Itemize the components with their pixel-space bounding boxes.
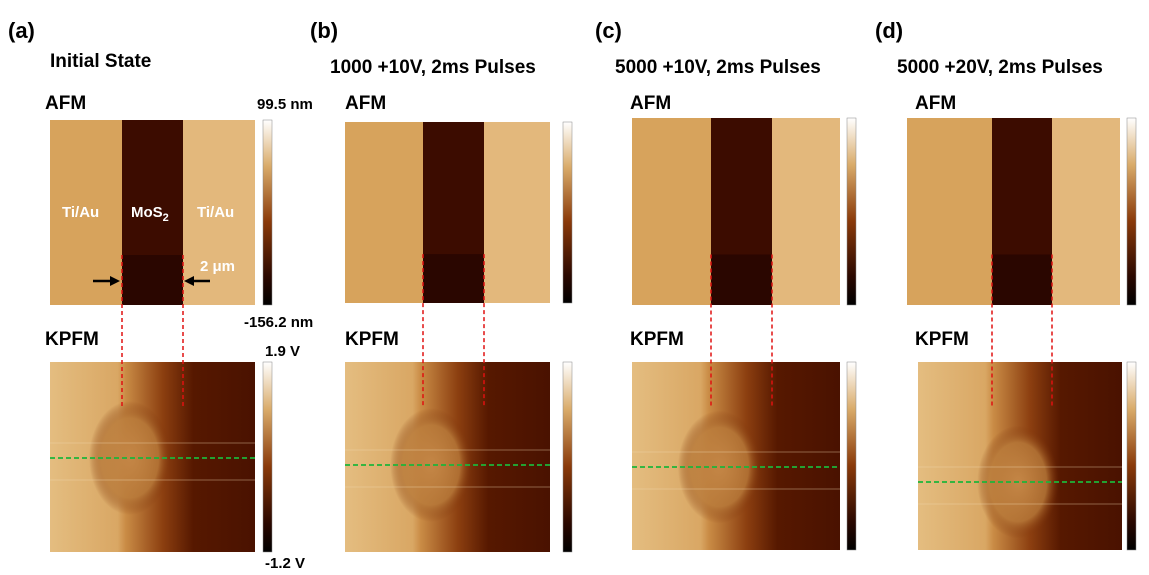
channel-text: MoS [131, 204, 163, 221]
kpfm-scale-min: -1.2 V [265, 555, 305, 572]
channel-label: MoS2 [131, 204, 169, 224]
kpfm-label: KPFM [345, 329, 399, 350]
panel-label: (c) [595, 18, 622, 43]
panel-title: Initial State [50, 51, 151, 72]
afm-scale-max: 99.5 nm [257, 96, 313, 113]
afm-channel-lower [423, 254, 484, 303]
afm-right-electrode [484, 122, 550, 303]
colorbar [1126, 361, 1137, 551]
colorbar [846, 117, 857, 306]
colorbar [846, 361, 857, 551]
colorbar [562, 121, 573, 304]
electrode-label: Ti/Au [197, 204, 234, 221]
afm-channel-lower [711, 254, 772, 305]
colorbar [262, 361, 273, 553]
arrow-head [110, 276, 120, 286]
channel-subscript: 2 [163, 212, 169, 224]
electrode-label: Ti/Au [62, 204, 99, 221]
kpfm-bulge [88, 401, 171, 515]
width-label: 2 μm [200, 258, 235, 275]
afm-label: AFM [345, 93, 386, 114]
arrow-head [184, 276, 194, 286]
afm-right-electrode [1052, 118, 1120, 305]
afm-label: AFM [45, 93, 86, 114]
afm-channel-lower [122, 255, 183, 305]
kpfm-label: KPFM [45, 329, 99, 350]
afm-right-electrode [183, 120, 255, 305]
panel-label: (a) [8, 18, 35, 43]
kpfm-label: KPFM [630, 329, 684, 350]
afm-scale-min: -156.2 nm [244, 314, 313, 331]
kpfm-scale-max: 1.9 V [265, 343, 300, 360]
afm-label: AFM [630, 93, 671, 114]
kpfm-bulge [677, 410, 761, 524]
panel-label: (d) [875, 18, 903, 43]
panel-title: 1000 +10V, 2ms Pulses [330, 57, 536, 78]
afm-right-electrode [772, 118, 840, 305]
colorbar [562, 361, 573, 553]
colorbar [262, 119, 273, 306]
kpfm-bulge [390, 408, 473, 522]
afm-channel-lower [992, 254, 1052, 305]
panel-title: 5000 +10V, 2ms Pulses [615, 57, 821, 78]
panel-label: (b) [310, 18, 338, 43]
panel-title: 5000 +20V, 2ms Pulses [897, 57, 1103, 78]
afm-label: AFM [915, 93, 956, 114]
colorbar [1126, 117, 1137, 306]
kpfm-label: KPFM [915, 329, 969, 350]
